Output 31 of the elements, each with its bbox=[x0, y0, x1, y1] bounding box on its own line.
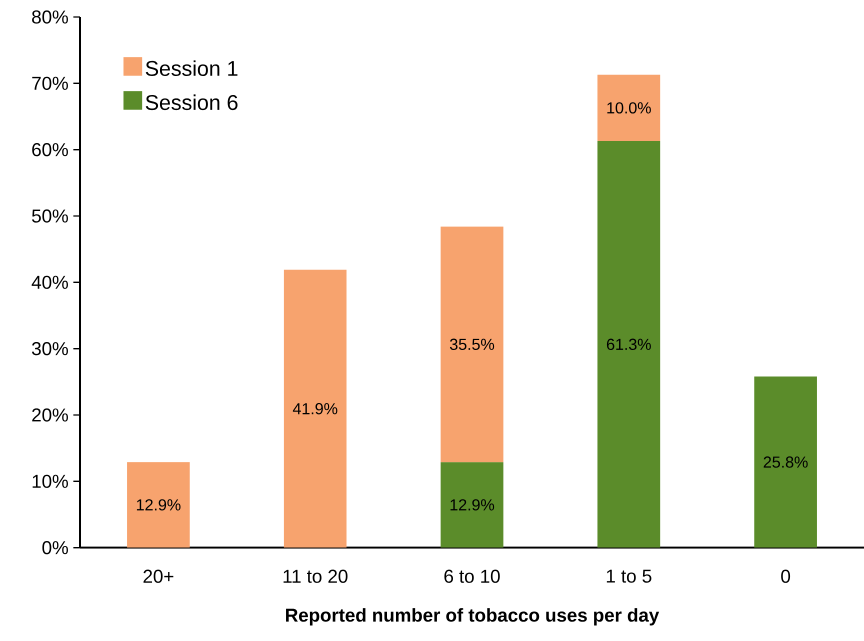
x-axis-title: Reported number of tobacco uses per day bbox=[286, 608, 660, 626]
y-tick-label: 0% bbox=[42, 541, 68, 554]
y-tick-label: 40% bbox=[32, 276, 68, 289]
x-tick-label: 1 to 5 bbox=[606, 570, 652, 583]
bar bbox=[440, 462, 504, 548]
bar bbox=[754, 376, 817, 548]
data-label: 12.9% bbox=[450, 499, 494, 511]
y-tick-label: 50% bbox=[32, 209, 68, 223]
x-tick-label: 0 bbox=[781, 570, 790, 583]
data-label: 10.0% bbox=[607, 102, 651, 114]
bar bbox=[597, 141, 660, 548]
data-label: 12.9% bbox=[136, 499, 181, 511]
bar bbox=[440, 226, 504, 462]
data-label: 61.3% bbox=[606, 338, 651, 350]
legend-label: Session 1 bbox=[146, 60, 238, 76]
x-tick-label: 20+ bbox=[144, 570, 174, 583]
bar bbox=[127, 462, 190, 548]
y-tick-label: 80% bbox=[32, 10, 68, 24]
bar bbox=[284, 270, 347, 548]
data-label: 25.8% bbox=[764, 456, 808, 468]
x-tick-label: 6 to 10 bbox=[444, 570, 500, 583]
bar bbox=[597, 74, 660, 142]
data-label: 41.9% bbox=[292, 403, 338, 414]
y-tick-label: 60% bbox=[32, 143, 68, 156]
y-tick-label: 10% bbox=[32, 474, 68, 488]
legend-label: Session 6 bbox=[146, 94, 238, 110]
x-tick-label: 11 to 20 bbox=[284, 570, 348, 583]
data-label: 35.5% bbox=[450, 338, 494, 350]
y-tick-label: 30% bbox=[32, 342, 68, 356]
y-tick-label: 70% bbox=[32, 76, 68, 90]
y-tick-label: 20% bbox=[32, 408, 68, 422]
